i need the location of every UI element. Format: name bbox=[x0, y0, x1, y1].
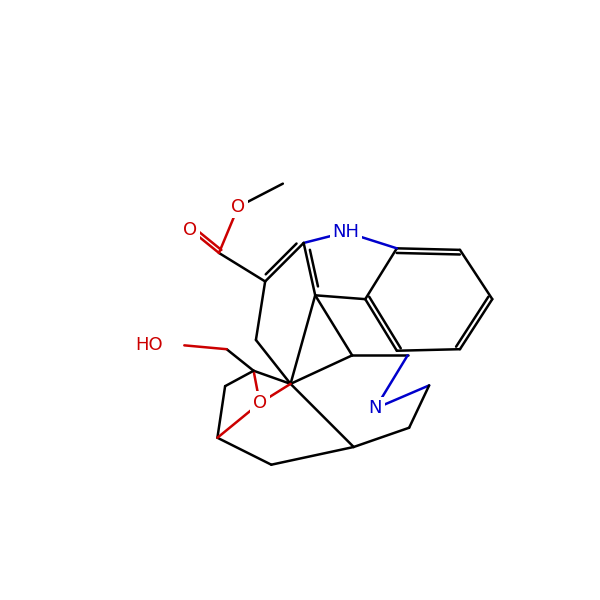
Text: HO: HO bbox=[135, 337, 163, 355]
Text: O: O bbox=[253, 394, 267, 412]
Text: N: N bbox=[368, 400, 382, 418]
Text: O: O bbox=[231, 198, 245, 216]
Text: O: O bbox=[184, 221, 197, 239]
Text: NH: NH bbox=[332, 223, 359, 241]
